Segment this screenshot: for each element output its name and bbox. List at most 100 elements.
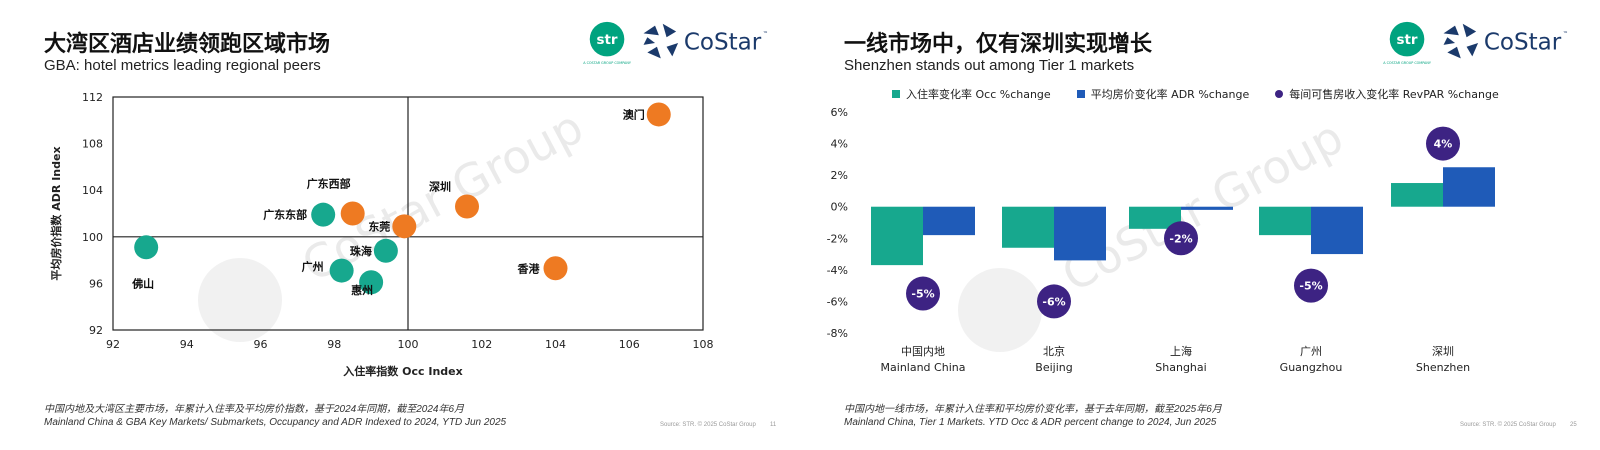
x-tick-label: 108 <box>693 338 714 351</box>
scatter-point-1 <box>455 194 479 219</box>
costar-logo-text: CoStar <box>684 30 762 56</box>
legend-label-occ: 入住率变化率 Occ %change <box>906 88 1051 101</box>
str-logo-circle-icon <box>1389 21 1425 57</box>
legend-label-revpar: 每间可售房收入变化率 RevPAR %change <box>1289 88 1499 101</box>
bar-occ-3 <box>1259 206 1311 236</box>
legend-item-adr: 平均房价变化率 ADR %change <box>1076 86 1250 102</box>
legend-item-occ: 入住率变化率 Occ %change <box>892 86 1051 102</box>
scatter-point-2 <box>340 201 365 226</box>
bar-occ-0 <box>871 206 923 266</box>
y-axis-label: 平均房价指数 ADR Index <box>49 146 63 280</box>
scatter-chart: CoStar Group 92 94 96 98 100 102 104 106 1081121… <box>49 91 714 378</box>
scatter-point-label-4: 香港 <box>517 261 541 275</box>
y-tick-label: 112 <box>82 91 103 104</box>
bar-y-tick-label: 2% <box>831 169 848 182</box>
x-tick-label: 94 <box>180 338 194 351</box>
revpar-dot-2 <box>1164 221 1198 256</box>
scatter-point-7 <box>373 238 398 263</box>
str-logo-text: str <box>597 33 618 48</box>
right-slide-title: 一线市场中，仅有深圳实现增长 <box>844 32 1153 57</box>
slide-left: 大湾区酒店业绩领跑区域市场 GBA: hotel metrics leading… <box>44 21 777 429</box>
slide-right: 一线市场中，仅有深圳实现增长 Shenzhen stands out among… <box>800 0 1600 450</box>
x-tick-label: 92 <box>106 338 120 351</box>
bar-occ-1 <box>1002 206 1054 248</box>
revpar-label-3: -5% <box>1299 280 1322 293</box>
bar-y-tick-label: -4% <box>827 264 848 277</box>
bar-y-tick-label: 6% <box>831 106 848 119</box>
watermark-circle-icon <box>958 268 1042 352</box>
category-label-en-3: Guangzhou <box>1280 361 1343 374</box>
str-logo-tagline: A COSTAR GROUP COMPANY <box>1383 61 1432 65</box>
revpar-dot-0 <box>906 276 940 311</box>
scatter-point-0 <box>646 102 671 127</box>
str-logo-tagline: A COSTAR GROUP COMPANY <box>583 61 632 65</box>
costar-logo: CoStar ™ <box>643 23 769 59</box>
left-footnote-en: Mainland China & GBA Key Markets/ Submar… <box>44 417 507 428</box>
costar-logo: CoStar ™ <box>1443 23 1569 59</box>
bar-adr-4 <box>1443 167 1495 207</box>
category-label-cn-4: 深圳 <box>1432 345 1454 358</box>
scatter-point-5 <box>311 202 336 227</box>
right-footnote-en: Mainland China, Tier 1 Markets. YTD Occ … <box>844 417 1217 428</box>
left-footnote-cn: 中国内地及大湾区主要市场，年累计入住率及平均房价指数，基于2024年同期，截至2… <box>44 404 465 415</box>
scatter-point-label-3: 东莞 <box>368 219 390 233</box>
revpar-label-4: 4% <box>1434 138 1453 151</box>
scatter-axes: 92 94 96 98 100 102 104 106 108 112 108 104 100 96 92 入… <box>49 91 714 378</box>
bar-adr-2 <box>1181 206 1233 210</box>
revpar-dot-3 <box>1294 268 1328 303</box>
category-label-cn-1: 北京 <box>1043 344 1065 358</box>
legend-item-revpar: 每间可售房收入变化率 RevPAR %change <box>1275 86 1499 102</box>
x-tick-label: 106 <box>619 338 640 351</box>
category-label-en-4: Shenzhen <box>1416 361 1470 374</box>
legend-swatch-adr <box>1076 90 1085 98</box>
scatter-point-label-2: 广东西部 <box>307 177 351 191</box>
category-label-cn-3: 广州 <box>1300 345 1322 358</box>
category-label-cn-0: 中国内地 <box>901 344 945 358</box>
left-source: Source: STR. © 2025 CoStar Group <box>660 422 756 428</box>
scatter-point-6 <box>134 235 159 260</box>
scatter-point-label-5: 广东东部 <box>263 208 307 222</box>
scatter-point-9 <box>359 270 384 295</box>
costar-tm: ™ <box>763 30 769 37</box>
x-tick-label: 104 <box>545 338 566 351</box>
logo-group-left: str A COSTAR GROUP COMPANY CoStar ™ <box>583 21 769 65</box>
legend-swatch-occ <box>892 90 900 98</box>
bar-y-tick-label: -8% <box>827 327 848 340</box>
revpar-dot-1 <box>1037 284 1071 319</box>
bar-occ-2 <box>1129 206 1181 229</box>
bar-y-tick-label: 4% <box>831 138 848 151</box>
bar-adr-3 <box>1311 206 1363 255</box>
revpar-label-0: -5% <box>911 288 934 301</box>
category-label-en-1: Beijing <box>1035 361 1072 374</box>
scatter-point-label-6: 佛山 <box>131 276 154 290</box>
costar-star-icon <box>643 23 679 59</box>
costar-logo-text: CoStar <box>1484 30 1562 56</box>
revpar-dot-4 <box>1426 126 1460 161</box>
scatter-point-4 <box>543 256 568 281</box>
category-label-en-2: Shanghai <box>1155 361 1206 374</box>
bar-chart-legend: 入住率变化率 Occ %change 平均房价变化率 ADR %change 每… <box>892 86 1499 102</box>
y-tick-label: 108 <box>82 138 103 151</box>
left-footnote: 中国内地及大湾区主要市场，年累计入住率及平均房价指数，基于2024年同期，截至2… <box>44 403 506 429</box>
bar-occ-4 <box>1391 183 1443 207</box>
y-tick-label: 96 <box>89 277 103 290</box>
bar-y-tick-label: 0% <box>831 201 848 214</box>
x-tick-label: 96 <box>254 338 268 351</box>
bar-axes: 6% 4% 2% 0% -2% -4% -6% -8% 中国内地 Mainland China 北京… <box>827 106 1471 374</box>
legend-label-adr: 平均房价变化率 ADR %change <box>1090 88 1250 101</box>
bar-adr-0 <box>923 206 975 236</box>
logo-group-right: str A COSTAR GROUP COMPANY CoStar ™ <box>1383 21 1569 65</box>
costar-star-icon <box>1443 23 1479 59</box>
scatter-point-label-0: 澳门 <box>623 107 645 121</box>
y-tick-label: 104 <box>82 184 103 197</box>
costar-tm: ™ <box>1563 30 1569 37</box>
right-footnote-cn: 中国内地一线市场，年累计入住率和平均房价变化率，基于去年同期，截至2025年6月 <box>844 404 1222 415</box>
scatter-point-label-1: 深圳 <box>429 180 451 194</box>
category-label-en-0: Mainland China <box>881 361 966 374</box>
scatter-point-label-8: 广州 <box>302 260 324 274</box>
bar-adr-1 <box>1054 206 1106 261</box>
left-slide-title: 大湾区酒店业绩领跑区域市场 <box>44 32 331 57</box>
x-tick-label: 100 <box>398 338 419 351</box>
y-tick-label: 100 <box>82 231 103 244</box>
